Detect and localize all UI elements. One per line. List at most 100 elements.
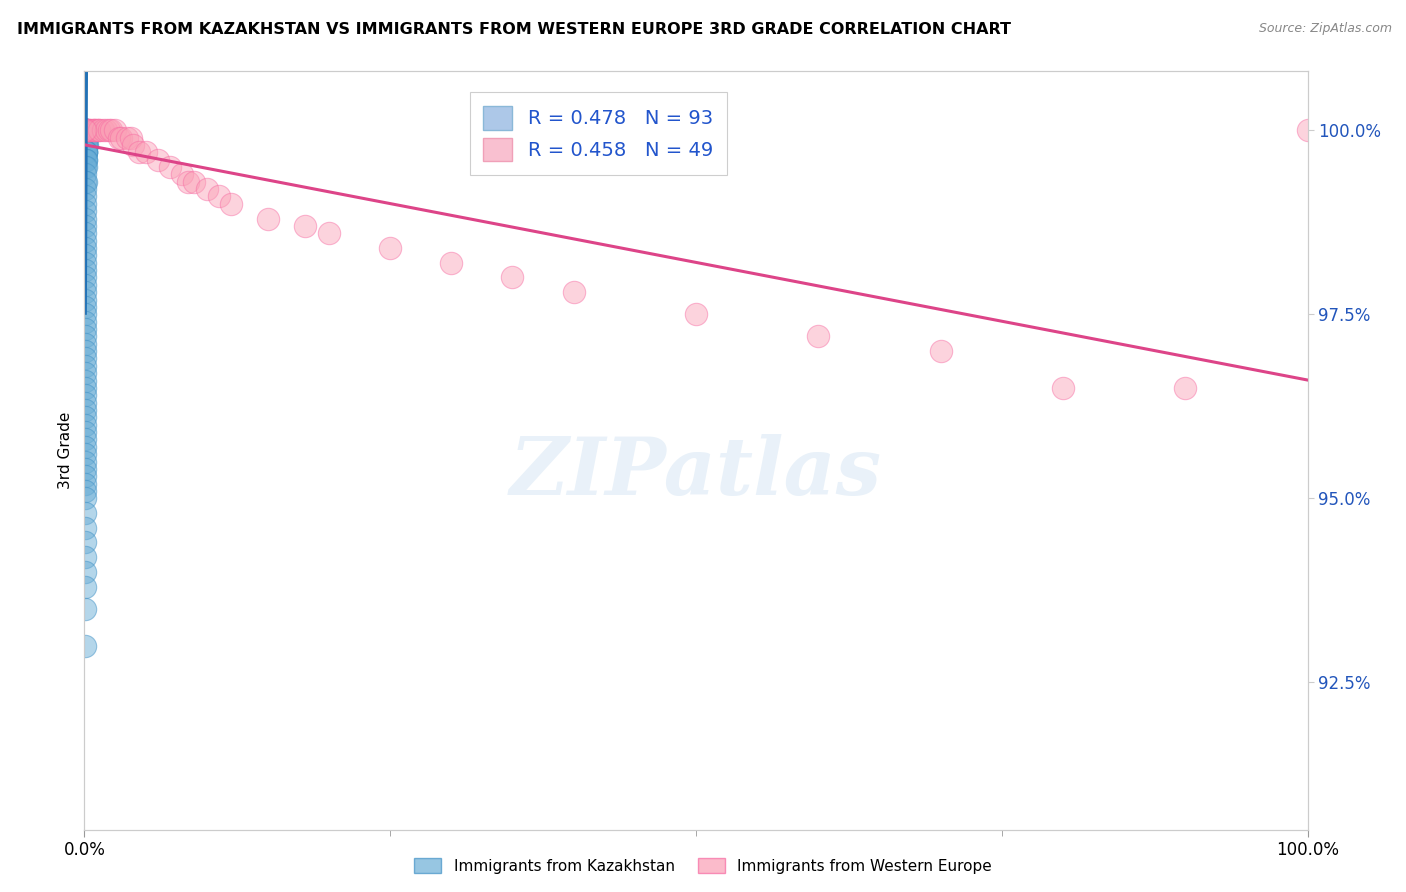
Point bbox=[75, 138, 97, 153]
Point bbox=[1296, 123, 1319, 137]
Point bbox=[685, 307, 707, 321]
Point bbox=[75, 197, 97, 211]
Point bbox=[135, 145, 157, 160]
Point bbox=[929, 344, 952, 359]
Point bbox=[107, 130, 129, 145]
Point bbox=[75, 130, 97, 145]
Point bbox=[76, 123, 98, 137]
Point bbox=[75, 359, 97, 373]
Point bbox=[122, 138, 145, 153]
Point bbox=[75, 395, 97, 409]
Point bbox=[75, 123, 97, 137]
Point bbox=[75, 293, 97, 307]
Point bbox=[83, 123, 105, 137]
Point bbox=[75, 535, 97, 549]
Point bbox=[75, 123, 97, 137]
Point bbox=[75, 160, 97, 174]
Point bbox=[75, 521, 97, 535]
Point bbox=[100, 123, 122, 137]
Point bbox=[97, 123, 120, 137]
Y-axis label: 3rd Grade: 3rd Grade bbox=[58, 412, 73, 489]
Point bbox=[75, 138, 97, 153]
Point bbox=[75, 270, 97, 285]
Point bbox=[75, 469, 97, 483]
Point bbox=[172, 168, 194, 182]
Point bbox=[110, 130, 132, 145]
Point bbox=[75, 263, 97, 277]
Point bbox=[75, 329, 97, 343]
Point bbox=[75, 123, 97, 137]
Point bbox=[75, 123, 97, 137]
Point bbox=[75, 175, 97, 189]
Point bbox=[257, 211, 280, 226]
Point bbox=[75, 344, 97, 359]
Point bbox=[75, 580, 97, 594]
Point bbox=[75, 123, 97, 137]
Point bbox=[294, 219, 316, 233]
Point bbox=[82, 123, 104, 137]
Point bbox=[77, 123, 100, 137]
Point bbox=[86, 123, 108, 137]
Point bbox=[146, 153, 169, 167]
Point bbox=[159, 160, 181, 174]
Point bbox=[75, 425, 97, 439]
Point bbox=[75, 447, 97, 461]
Point bbox=[75, 440, 97, 454]
Point bbox=[75, 138, 97, 153]
Point bbox=[75, 138, 97, 153]
Point bbox=[75, 403, 97, 417]
Point bbox=[75, 277, 97, 292]
Point bbox=[75, 123, 97, 137]
Point bbox=[75, 248, 97, 262]
Point bbox=[183, 175, 205, 189]
Point bbox=[75, 351, 97, 366]
Point bbox=[75, 123, 97, 137]
Point bbox=[1052, 381, 1074, 395]
Point bbox=[75, 189, 97, 203]
Point bbox=[75, 123, 97, 137]
Point bbox=[380, 241, 402, 255]
Point bbox=[75, 285, 97, 300]
Point bbox=[208, 189, 231, 203]
Point bbox=[75, 130, 97, 145]
Point bbox=[96, 123, 118, 137]
Point bbox=[75, 476, 97, 491]
Point bbox=[75, 175, 97, 189]
Point bbox=[75, 123, 97, 137]
Point bbox=[440, 256, 463, 270]
Legend: Immigrants from Kazakhstan, Immigrants from Western Europe: Immigrants from Kazakhstan, Immigrants f… bbox=[408, 852, 998, 880]
Point bbox=[75, 491, 97, 506]
Point bbox=[75, 123, 97, 137]
Point bbox=[75, 123, 97, 137]
Point bbox=[79, 123, 101, 137]
Point bbox=[1174, 381, 1197, 395]
Point bbox=[104, 123, 127, 137]
Point bbox=[75, 219, 97, 233]
Point bbox=[75, 168, 97, 182]
Point bbox=[75, 506, 97, 520]
Point bbox=[75, 130, 97, 145]
Point bbox=[75, 417, 97, 432]
Point bbox=[318, 227, 340, 241]
Point bbox=[75, 123, 97, 137]
Point bbox=[128, 145, 150, 160]
Point bbox=[75, 130, 97, 145]
Point bbox=[75, 483, 97, 498]
Point bbox=[75, 550, 97, 565]
Point bbox=[75, 366, 97, 380]
Point bbox=[75, 153, 97, 167]
Point bbox=[75, 462, 97, 476]
Point bbox=[177, 175, 200, 189]
Point bbox=[75, 410, 97, 425]
Text: IMMIGRANTS FROM KAZAKHSTAN VS IMMIGRANTS FROM WESTERN EUROPE 3RD GRADE CORRELATI: IMMIGRANTS FROM KAZAKHSTAN VS IMMIGRANTS… bbox=[17, 22, 1011, 37]
Point bbox=[76, 130, 98, 145]
Point bbox=[75, 182, 97, 196]
Point bbox=[219, 197, 242, 211]
Point bbox=[807, 329, 830, 343]
Point bbox=[87, 123, 110, 137]
Point bbox=[75, 153, 97, 167]
Point bbox=[75, 123, 97, 137]
Point bbox=[75, 145, 97, 160]
Point bbox=[75, 388, 97, 402]
Point bbox=[195, 182, 218, 196]
